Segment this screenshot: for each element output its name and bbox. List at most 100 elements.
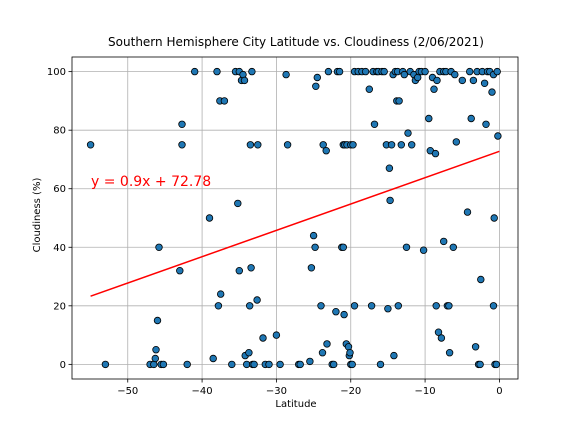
- data-point: [471, 343, 480, 351]
- regression-line: [90, 150, 500, 297]
- data-point: [312, 82, 320, 90]
- data-point: [402, 243, 411, 251]
- plot-area-frame: [71, 56, 519, 380]
- data-point: [153, 316, 162, 325]
- data-point: [322, 146, 330, 155]
- data-point: [339, 243, 347, 251]
- data-point: [445, 302, 453, 310]
- data-point: [176, 267, 184, 275]
- data-point: [235, 267, 243, 275]
- data-point: [494, 132, 502, 140]
- data-point: [335, 67, 344, 76]
- data-point: [205, 214, 214, 222]
- data-point: [348, 360, 356, 369]
- data-point: [247, 264, 255, 272]
- data-point: [394, 302, 402, 310]
- data-point: [318, 349, 327, 357]
- data-point: [178, 120, 186, 128]
- x-tick-label: −20: [340, 386, 361, 397]
- data-point: [458, 76, 466, 85]
- data-point: [408, 141, 416, 149]
- data-point: [307, 264, 316, 272]
- data-point: [101, 360, 110, 369]
- y-tick-label: 40: [53, 243, 66, 254]
- data-point: [296, 360, 304, 369]
- y-tick-label: 0: [60, 360, 66, 371]
- data-point: [361, 67, 370, 76]
- data-point: [332, 308, 340, 316]
- data-point: [220, 97, 229, 105]
- y-tick-label: 60: [53, 184, 66, 195]
- data-point: [452, 138, 460, 146]
- data-point: [430, 85, 438, 93]
- y-tick-label: 20: [53, 301, 66, 312]
- data-point: [346, 349, 354, 357]
- data-point: [400, 70, 408, 79]
- data-point: [234, 199, 242, 208]
- data-point: [245, 349, 253, 357]
- data-point: [397, 141, 405, 149]
- data-points: [86, 67, 502, 369]
- y-axis-label: Cloudiness (%): [32, 178, 43, 253]
- data-point: [311, 243, 319, 251]
- data-point: [309, 231, 318, 240]
- data-point: [259, 334, 267, 342]
- data-point: [319, 141, 327, 149]
- grid: [72, 57, 518, 379]
- x-tick-label: −10: [415, 386, 436, 397]
- regression-line-group: [90, 150, 500, 297]
- data-point: [248, 67, 256, 76]
- data-point: [463, 208, 472, 216]
- data-point: [265, 360, 273, 369]
- data-point: [151, 354, 159, 363]
- data-point: [367, 302, 376, 310]
- data-point: [449, 243, 457, 251]
- data-point: [425, 114, 433, 123]
- x-tick-label: −50: [117, 386, 138, 397]
- data-point: [152, 346, 160, 354]
- data-point: [433, 76, 441, 85]
- data-point: [451, 70, 459, 79]
- data-point: [440, 237, 448, 246]
- y-tick-label: 100: [47, 67, 66, 78]
- data-point: [214, 302, 223, 310]
- data-point: [254, 141, 262, 149]
- data-point: [390, 351, 398, 360]
- data-point: [365, 85, 373, 93]
- regression-equation: y = 0.9x + 72.78: [91, 174, 211, 190]
- data-point: [384, 305, 392, 313]
- data-point: [209, 354, 217, 363]
- data-point: [350, 302, 359, 310]
- data-point: [323, 340, 331, 348]
- data-point: [313, 73, 321, 82]
- data-point: [476, 360, 484, 369]
- x-tick-label: −30: [266, 386, 287, 397]
- data-point: [324, 67, 333, 76]
- data-point: [490, 214, 498, 222]
- data-point: [282, 70, 290, 79]
- data-point: [159, 360, 168, 369]
- data-point: [306, 357, 314, 366]
- data-point: [488, 88, 496, 96]
- data-point: [431, 149, 440, 158]
- data-point: [250, 360, 258, 369]
- data-point: [467, 114, 475, 123]
- data-point: [395, 97, 403, 105]
- data-point: [469, 76, 478, 85]
- data-point: [349, 141, 357, 149]
- data-point: [445, 349, 454, 357]
- data-point: [253, 296, 261, 304]
- data-point: [387, 141, 396, 149]
- y-tick-label: 80: [53, 126, 66, 137]
- data-point: [419, 246, 428, 254]
- data-point: [317, 302, 325, 310]
- data-point: [466, 67, 474, 76]
- data-point: [183, 360, 191, 369]
- data-point: [477, 275, 485, 284]
- data-point: [245, 302, 254, 310]
- data-point: [421, 67, 429, 76]
- data-point: [437, 334, 446, 342]
- x-axis-ticks: −50 −40 −30 −20 −10 0: [117, 379, 503, 397]
- data-point: [404, 129, 412, 137]
